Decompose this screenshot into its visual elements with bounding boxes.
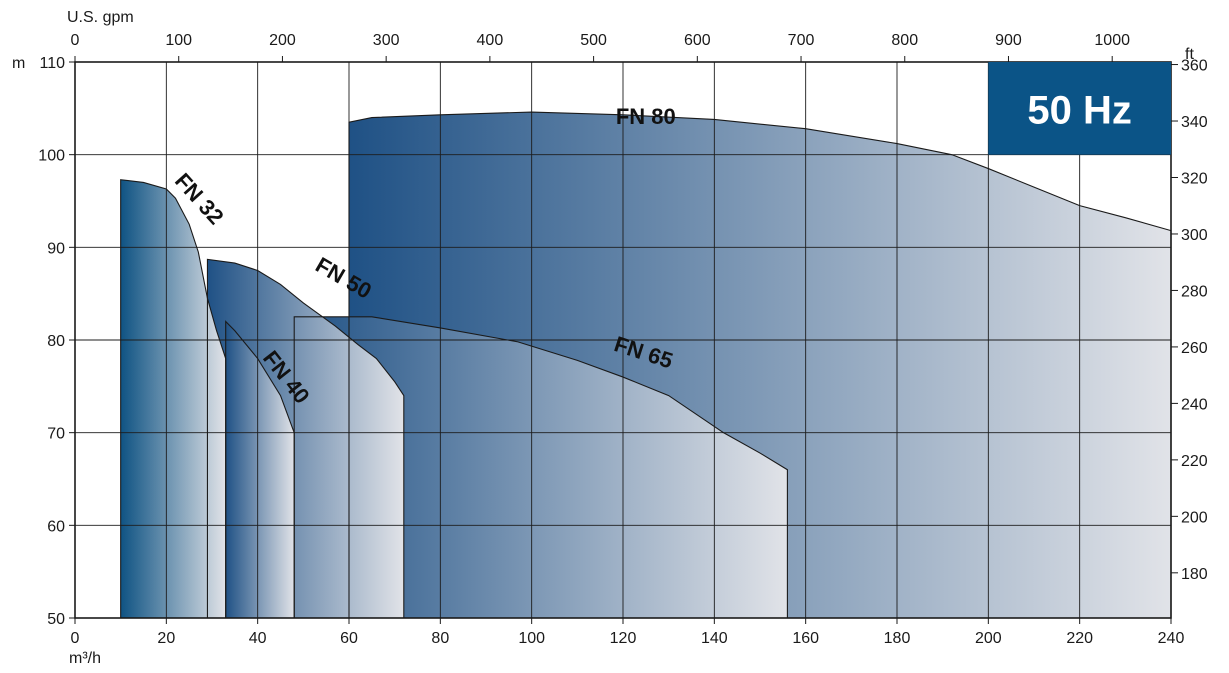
x2-tick-label: 0 — [71, 32, 80, 49]
x2-tick-label: 1000 — [1094, 32, 1130, 49]
hz-badge — [988, 62, 1171, 155]
x2-tick-label: 200 — [269, 32, 296, 49]
y2-tick-label: 220 — [1181, 453, 1208, 470]
y-tick-label: 60 — [47, 518, 65, 535]
x2-tick-label: 500 — [580, 32, 607, 49]
x2-tick-label: 400 — [477, 32, 504, 49]
y2-tick-label: 360 — [1181, 58, 1208, 75]
series-line-fn-65 — [293, 316, 788, 619]
y-axis-label: m — [12, 55, 25, 72]
x2-axis-label: U.S. gpm — [67, 9, 134, 26]
x-tick-label: 60 — [340, 630, 358, 647]
x-tick-label: 220 — [1066, 630, 1093, 647]
y-tick-label: 90 — [47, 240, 65, 257]
series-area-fn-32 — [120, 179, 226, 619]
series-area-fn-40 — [225, 321, 295, 618]
x-tick-label: 20 — [157, 630, 175, 647]
x-tick-label: 80 — [431, 630, 449, 647]
x-tick-label: 160 — [792, 630, 819, 647]
y2-tick-label: 340 — [1181, 114, 1208, 131]
y-tick-label: 80 — [47, 333, 65, 350]
y2-tick-label: 300 — [1181, 227, 1208, 244]
hz-badge-label: 50 Hz — [1027, 88, 1132, 132]
y2-tick-label: 260 — [1181, 340, 1208, 357]
y-tick-label: 50 — [47, 611, 65, 628]
y2-tick-label: 180 — [1181, 566, 1208, 583]
series-line-fn-32 — [120, 179, 227, 619]
x2-tick-label: 800 — [891, 32, 918, 49]
x-tick-label: 120 — [610, 630, 637, 647]
series-line-fn-40 — [225, 320, 295, 619]
x2-tick-label: 100 — [165, 32, 192, 49]
series-line-fn-50 — [206, 258, 405, 619]
x-tick-label: 200 — [975, 630, 1002, 647]
y2-tick-label: 280 — [1181, 283, 1208, 300]
x-axis-label: m³/h — [69, 650, 101, 667]
y2-axis-label: ft — [1185, 46, 1194, 63]
x-tick-label: 0 — [71, 630, 80, 647]
x2-tick-label: 700 — [788, 32, 815, 49]
series-label-fn-80: FN 80 — [616, 104, 676, 129]
y2-tick-label: 240 — [1181, 396, 1208, 413]
x-tick-label: 240 — [1158, 630, 1185, 647]
y-tick-label: 70 — [47, 426, 65, 443]
y-tick-label: 100 — [38, 148, 65, 165]
series-area-fn-65 — [294, 316, 788, 618]
y2-tick-label: 200 — [1181, 509, 1208, 526]
series-line-fn-80 — [348, 111, 1172, 619]
y2-tick-label: 320 — [1181, 170, 1208, 187]
x-tick-label: 40 — [249, 630, 267, 647]
y-tick-label: 110 — [39, 55, 65, 72]
x-tick-label: 140 — [701, 630, 728, 647]
x2-tick-label: 600 — [684, 32, 711, 49]
x2-tick-label: 900 — [995, 32, 1022, 49]
x-tick-label: 180 — [884, 630, 911, 647]
x2-tick-label: 300 — [373, 32, 400, 49]
x-tick-label: 100 — [518, 630, 545, 647]
